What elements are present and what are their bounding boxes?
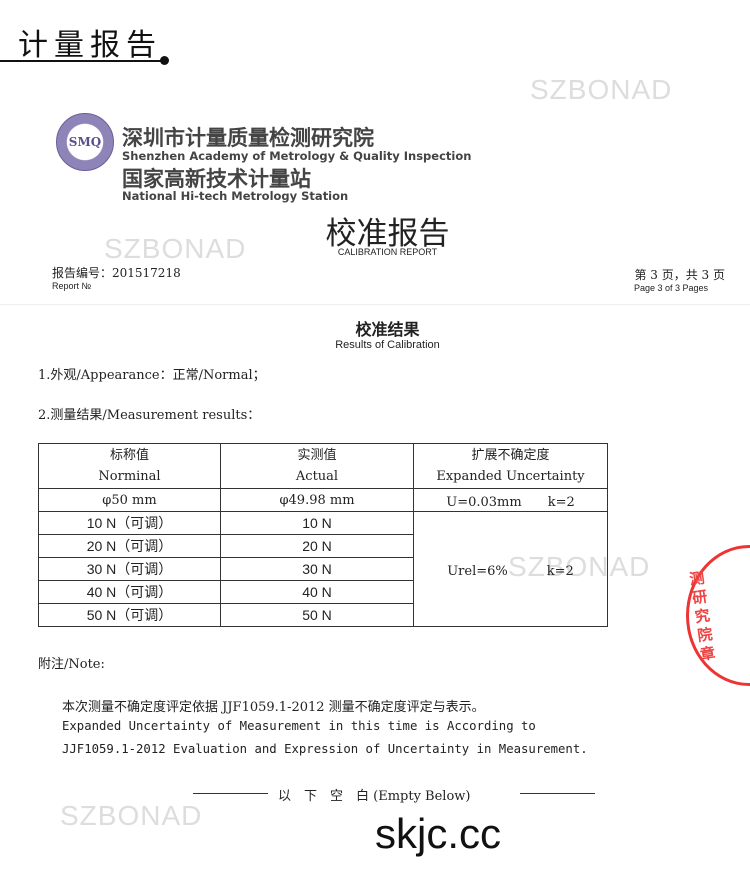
table-row: 10 N（可调） 10 N Urel=6% k=2	[38, 511, 608, 627]
station-en: National Hi-tech Metrology Station	[122, 189, 349, 203]
header-title: 计量报告	[18, 28, 162, 63]
results-table: 标称值 Norminal 实测值 Actual 扩展不确定度 Expanded Unc…	[38, 443, 608, 627]
appearance-item: 1.外观/Appearance：正常/Normal；	[38, 368, 266, 383]
header-dot	[160, 56, 169, 65]
table-row: 30 N（可调） 30 N	[38, 557, 608, 581]
note-label: 附注/Note:	[38, 657, 105, 672]
results-title-en: Results of Calibration	[335, 339, 440, 351]
report-number: 报告编号：201517218	[52, 266, 181, 280]
measurement-item: 2.测量结果/Measurement results：	[38, 408, 261, 423]
table-header-row: 标称值 Norminal 实测值 Actual 扩展不确定度 Expanded Unc…	[38, 443, 608, 489]
report-title: 校准报告	[325, 216, 450, 252]
table-row: φ50 mm φ49.98 mm U=0.03mm k=2	[38, 488, 608, 512]
note-line: Expanded Uncertainty of Measurement in t…	[62, 719, 536, 733]
header-actual: 实测值 Actual	[220, 443, 414, 489]
note-line: JJF1059.1-2012 Evaluation and Expression…	[62, 742, 588, 756]
divider	[193, 793, 268, 794]
header-uncertainty: 扩展不确定度 Expanded Uncertainty	[413, 443, 608, 489]
org-name-en: Shenzhen Academy of Metrology & Quality …	[122, 149, 472, 163]
divider	[0, 304, 750, 305]
force-uncertainty: Urel=6% k=2	[413, 511, 608, 627]
report-title-en: CALIBRATION REPORT	[337, 247, 438, 257]
watermark: SZBONAD	[530, 74, 673, 105]
results-title: 校准结果	[355, 320, 420, 339]
smq-logo: SMQ	[56, 113, 114, 171]
empty-below: 以 下 空 白 (Empty Below)	[278, 789, 471, 804]
note-line: 本次测量不确定度评定依据 JJF1059.1-2012 测量不确定度评定与表示。	[62, 700, 485, 715]
page-number: 第 3 页，共 3 页	[634, 268, 725, 282]
station-cn: 国家高新技术计量站	[122, 167, 311, 191]
table-row: 50 N（可调） 50 N	[38, 603, 608, 627]
watermark: SZBONAD	[60, 800, 203, 831]
table-row: 20 N（可调） 20 N	[38, 534, 608, 558]
page-number-en: Page 3 of 3 Pages	[633, 283, 708, 293]
site-watermark: skjc.cc	[375, 810, 501, 857]
header-rule	[0, 60, 163, 62]
header-nominal: 标称值 Norminal	[38, 443, 221, 489]
org-name-cn: 深圳市计量质量检测研究院	[122, 126, 374, 150]
table-row: 40 N（可调） 40 N	[38, 580, 608, 604]
report-number-en: Report №	[52, 281, 92, 291]
watermark: SZBONAD	[104, 233, 247, 264]
divider	[520, 793, 595, 794]
